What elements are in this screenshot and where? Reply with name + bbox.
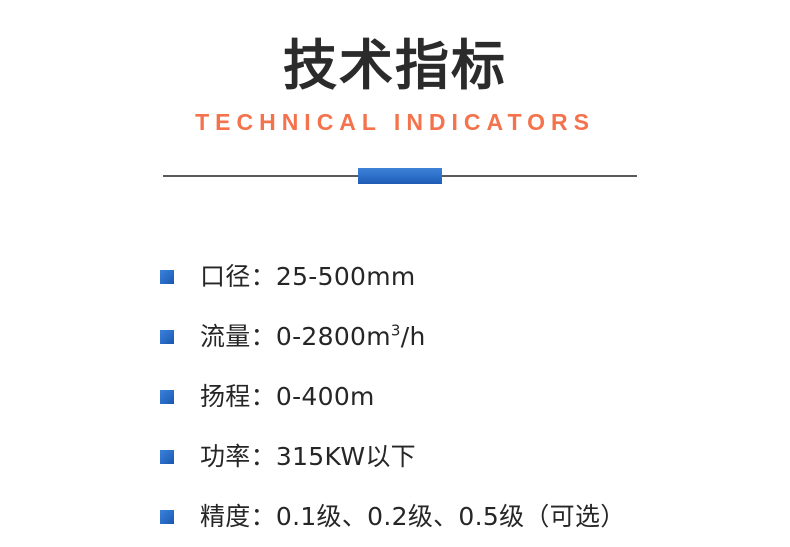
spec-text-diameter: 口径：25-500mm — [200, 262, 416, 291]
list-item: 扬程：0-400m — [0, 367, 790, 427]
spec-label-flow: 流量： — [200, 322, 276, 351]
spec-value-flow-post: /h — [400, 322, 426, 351]
square-bullet-icon — [160, 330, 174, 344]
spec-text-head: 扬程：0-400m — [200, 382, 375, 411]
list-item: 流量：0-2800m3/h — [0, 307, 790, 367]
divider — [163, 168, 637, 184]
square-bullet-icon — [160, 450, 174, 464]
list-item: 功率：315KW以下 — [0, 427, 790, 487]
divider-badge — [358, 168, 442, 184]
specification-list: 口径：25-500mm 流量：0-2800m3/h 扬程：0-400m 功率：3… — [0, 247, 790, 547]
square-bullet-icon — [160, 390, 174, 404]
spec-value-flow-pre: 0-2800m — [275, 322, 391, 351]
technical-indicators-page: 技术指标 TECHNICAL INDICATORS 口径：25-500mm 流量… — [0, 0, 790, 531]
spec-text-accuracy: 精度：0.1级、0.2级、0.5级（可选） — [200, 502, 626, 531]
page-subtitle: TECHNICAL INDICATORS — [195, 109, 595, 135]
square-bullet-icon — [160, 270, 174, 284]
list-item: 精度：0.1级、0.2级、0.5级（可选） — [0, 487, 790, 547]
square-bullet-icon — [160, 510, 174, 524]
list-item: 口径：25-500mm — [0, 247, 790, 307]
page-title: 技术指标 — [283, 34, 507, 97]
spec-text-power: 功率：315KW以下 — [200, 442, 416, 471]
page-header: 技术指标 TECHNICAL INDICATORS — [0, 0, 790, 136]
spec-value-flow-sup: 3 — [390, 321, 401, 340]
spec-text-flow: 流量：0-2800m3/h — [200, 322, 426, 352]
